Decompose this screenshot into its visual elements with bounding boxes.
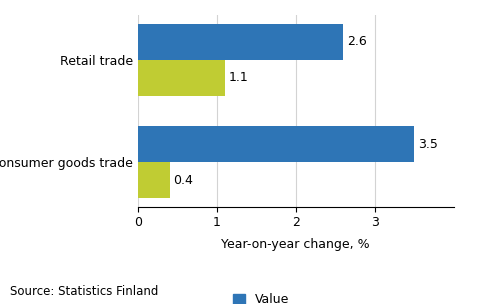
Text: Source: Statistics Finland: Source: Statistics Finland	[10, 285, 158, 298]
Legend: Value, Volume: Value, Volume	[233, 293, 302, 304]
Text: 1.1: 1.1	[229, 71, 248, 84]
Bar	[138, 126, 414, 162]
Bar	[138, 24, 343, 60]
Text: 2.6: 2.6	[347, 35, 367, 48]
Text: 3.5: 3.5	[418, 138, 438, 151]
X-axis label: Year-on-year change, %: Year-on-year change, %	[221, 238, 370, 251]
Bar	[138, 60, 225, 95]
Text: 0.4: 0.4	[174, 174, 193, 187]
Bar	[138, 162, 170, 198]
